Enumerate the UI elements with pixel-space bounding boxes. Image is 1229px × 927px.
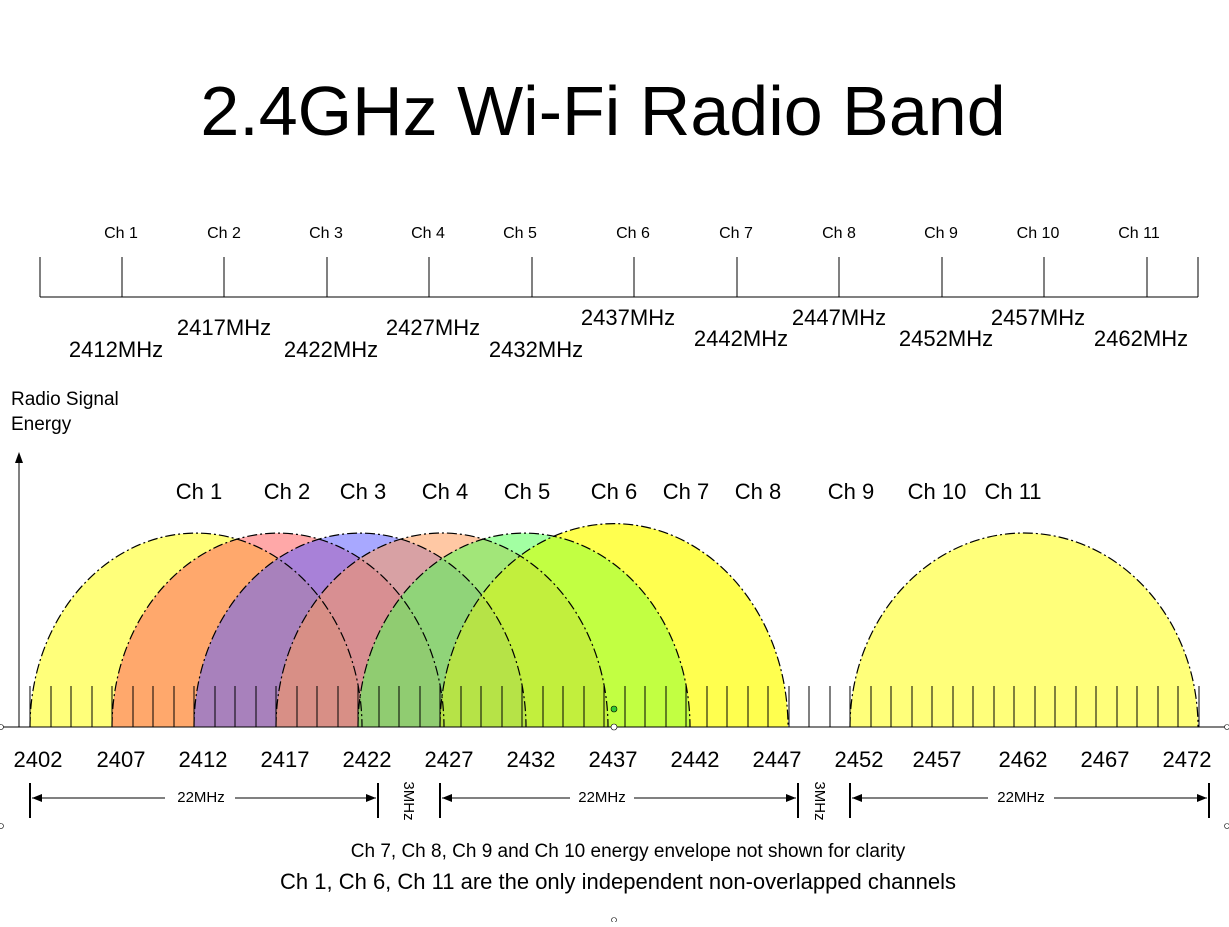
top-channel-label: Ch 3 — [309, 225, 343, 242]
top-center-freq-label: 2457MHz — [991, 305, 1085, 330]
top-channel-label: Ch 2 — [207, 225, 241, 242]
y-axis-label-line2: Energy — [11, 414, 72, 435]
x-frequency-label: 2417 — [261, 747, 310, 772]
diagram-channel-label: Ch 2 — [264, 479, 310, 504]
gap-label-1: 3MHz — [400, 781, 417, 820]
top-channel-label: Ch 10 — [1017, 225, 1060, 242]
diagram-channel-label: Ch 3 — [340, 479, 386, 504]
x-frequency-label: 2402 — [14, 747, 63, 772]
diagram-channel-label: Ch 11 — [984, 479, 1041, 504]
x-frequency-label: 2407 — [97, 747, 146, 772]
note-envelopes-hidden: Ch 7, Ch 8, Ch 9 and Ch 10 energy envelo… — [351, 841, 906, 862]
y-axis-label-line1: Radio Signal — [11, 389, 119, 410]
diagram-channel-label: Ch 6 — [591, 479, 637, 504]
top-center-freq-label: 2422MHz — [284, 337, 378, 362]
top-channel-label: Ch 11 — [1118, 225, 1160, 242]
energy-envelopes — [30, 524, 1198, 727]
top-channel-scale: Ch 1 Ch 2 Ch 3 Ch 4 Ch 5 Ch 6 Ch 7 Ch 8 Ch 9 Ch 1… — [40, 225, 1198, 362]
x-frequency-labels: 2402 2407 2412 2417 2422 2427 2432 2437 2442 2447… — [14, 747, 1212, 772]
page-title: 2.4GHz Wi-Fi Radio Band — [200, 72, 1005, 150]
x-frequency-label: 2457 — [913, 747, 962, 772]
top-center-freq-label: 2462MHz — [1094, 326, 1188, 351]
top-channel-label: Ch 8 — [822, 225, 856, 242]
top-center-freq-label: 2452MHz — [899, 326, 993, 351]
top-center-freq-label: 2432MHz — [489, 337, 583, 362]
x-frequency-label: 2452 — [835, 747, 884, 772]
span-label-3: 22MHz — [997, 789, 1045, 806]
top-center-freq-label: 2412MHz — [69, 337, 163, 362]
x-frequency-label: 2427 — [425, 747, 474, 772]
x-frequency-label: 2412 — [179, 747, 228, 772]
diagram-channel-label: Ch 4 — [422, 479, 468, 504]
gap-label-2: 3MHz — [811, 781, 828, 820]
diagram-channel-labels: Ch 1 Ch 2 Ch 3 Ch 4 Ch 5 Ch 6 Ch 7 Ch 8 Ch 9 Ch 1… — [176, 479, 1042, 504]
top-channel-label: Ch 7 — [719, 225, 753, 242]
top-channel-label: Ch 6 — [616, 225, 650, 242]
diagram-channel-label: Ch 10 — [908, 479, 967, 504]
top-channel-label: Ch 4 — [411, 225, 445, 242]
span-label-1: 22MHz — [177, 789, 225, 806]
note-non-overlapped: Ch 1, Ch 6, Ch 11 are the only independe… — [280, 869, 956, 894]
top-center-freq-label: 2417MHz — [177, 315, 271, 340]
x-frequency-label: 2462 — [999, 747, 1048, 772]
x-frequency-label: 2467 — [1081, 747, 1130, 772]
diagram-channel-label: Ch 7 — [663, 479, 709, 504]
x-frequency-label: 2447 — [753, 747, 802, 772]
top-center-freq-label: 2427MHz — [386, 315, 480, 340]
diagram-channel-label: Ch 8 — [735, 479, 781, 504]
x-frequency-label: 2422 — [343, 747, 392, 772]
x-frequency-label: 2437 — [589, 747, 638, 772]
span-label-2: 22MHz — [578, 789, 626, 806]
span-dimensions: 22MHz 22MHz 22MHz 3MHz 3MHz — [30, 781, 1209, 820]
diagram-channel-label: Ch 1 — [176, 479, 222, 504]
top-center-freq-label: 2447MHz — [792, 305, 886, 330]
diagram-channel-label: Ch 9 — [828, 479, 874, 504]
diagram-channel-label: Ch 5 — [504, 479, 550, 504]
x-frequency-label: 2432 — [507, 747, 556, 772]
x-frequency-label: 2472 — [1163, 747, 1212, 772]
top-center-freq-label: 2437MHz — [581, 305, 675, 330]
top-center-freq-label: 2442MHz — [694, 326, 788, 351]
top-channel-label: Ch 1 — [104, 225, 138, 242]
envelope-ch11 — [850, 533, 1198, 727]
y-axis-arrow-icon — [15, 452, 23, 463]
x-frequency-label: 2442 — [671, 747, 720, 772]
top-channel-label: Ch 5 — [503, 225, 537, 242]
center-marker-icon — [611, 706, 617, 712]
top-channel-label: Ch 9 — [924, 225, 958, 242]
